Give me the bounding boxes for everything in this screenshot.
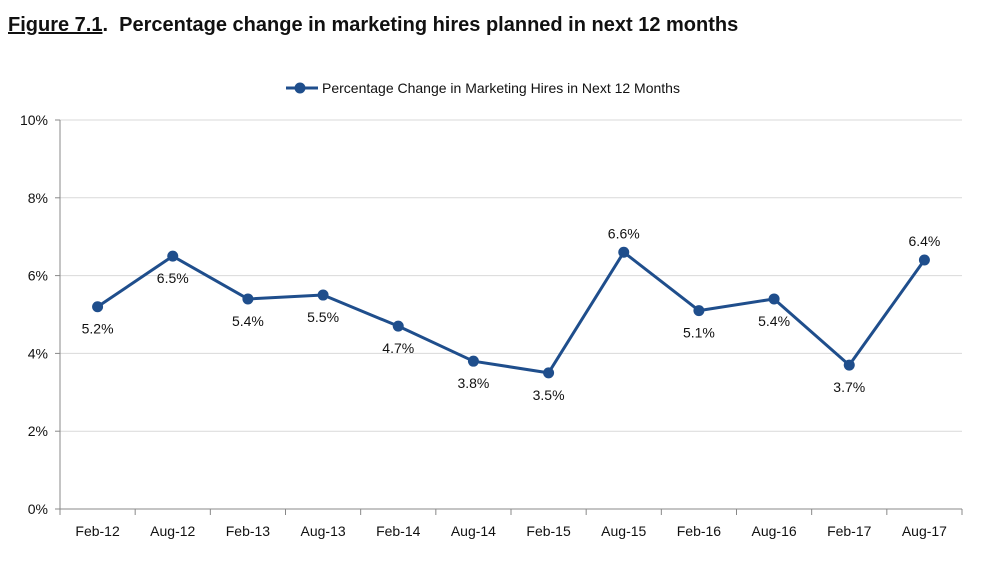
data-point	[768, 293, 780, 305]
y-tick-label: 0%	[28, 501, 48, 517]
series-line	[96, 250, 926, 375]
data-point	[618, 246, 630, 258]
data-label: 4.7%	[382, 340, 414, 356]
y-tick-label: 2%	[28, 423, 48, 439]
x-tick-label: Aug-12	[150, 523, 195, 539]
data-point	[392, 320, 404, 332]
data-label: 6.6%	[608, 225, 640, 241]
data-point	[242, 293, 254, 305]
x-tick-label: Aug-14	[451, 523, 496, 539]
data-point	[543, 367, 555, 379]
data-point	[693, 305, 705, 317]
data-label: 5.1%	[683, 325, 715, 341]
data-point	[467, 355, 479, 367]
y-axis-ticks: 0% 2% 4% 6% 8% 10%	[20, 112, 48, 517]
y-tick-label: 8%	[28, 190, 48, 206]
y-tick-label: 10%	[20, 112, 48, 128]
data-label: 6.5%	[157, 270, 189, 286]
data-label: 5.4%	[758, 313, 790, 329]
figure-number: Figure 7.1	[8, 14, 103, 36]
data-label: 6.4%	[908, 233, 940, 249]
data-point	[843, 359, 855, 371]
data-label: 3.7%	[833, 379, 865, 395]
figure-title-text: Percentage change in marketing hires pla…	[119, 14, 739, 36]
x-tick-label: Aug-16	[752, 523, 797, 539]
x-tick-label: Feb-12	[75, 523, 120, 539]
data-label: 3.5%	[533, 387, 565, 403]
legend: Percentage Change in Marketing Hires in …	[286, 80, 680, 96]
data-label: 5.4%	[232, 313, 264, 329]
y-tick-label: 6%	[28, 268, 48, 284]
data-point	[92, 301, 104, 313]
legend-marker	[294, 82, 306, 94]
x-tick-label: Feb-17	[827, 523, 872, 539]
gridlines	[60, 119, 962, 432]
figure-title: Figure 7.1. Percentage change in marketi…	[8, 14, 739, 36]
x-tick-label: Feb-14	[376, 523, 421, 539]
x-tick-label: Aug-13	[301, 523, 346, 539]
data-label: 5.5%	[307, 309, 339, 325]
data-point	[167, 250, 179, 262]
legend-label: Percentage Change in Marketing Hires in …	[322, 80, 680, 96]
x-axis-ticks: Feb-12 Aug-12 Feb-13 Aug-13 Feb-14 Aug-14 Feb-…	[75, 523, 947, 539]
x-tick-label: Aug-17	[902, 523, 947, 539]
x-tick-label: Feb-16	[677, 523, 722, 539]
data-label: 3.8%	[457, 375, 489, 391]
x-tick-label: Feb-13	[226, 523, 271, 539]
data-point	[317, 289, 329, 301]
y-tick-label: 4%	[28, 345, 48, 361]
axes	[55, 119, 963, 515]
data-point	[918, 254, 930, 266]
series-group: 5.2% 6.5% 5.4% 5.5% 4.7% 3.8% 3.5% 6.6% 5.1% 5.4%…	[82, 225, 941, 403]
x-tick-label: Aug-15	[601, 523, 646, 539]
x-tick-label: Feb-15	[526, 523, 571, 539]
data-label: 5.2%	[82, 321, 114, 337]
